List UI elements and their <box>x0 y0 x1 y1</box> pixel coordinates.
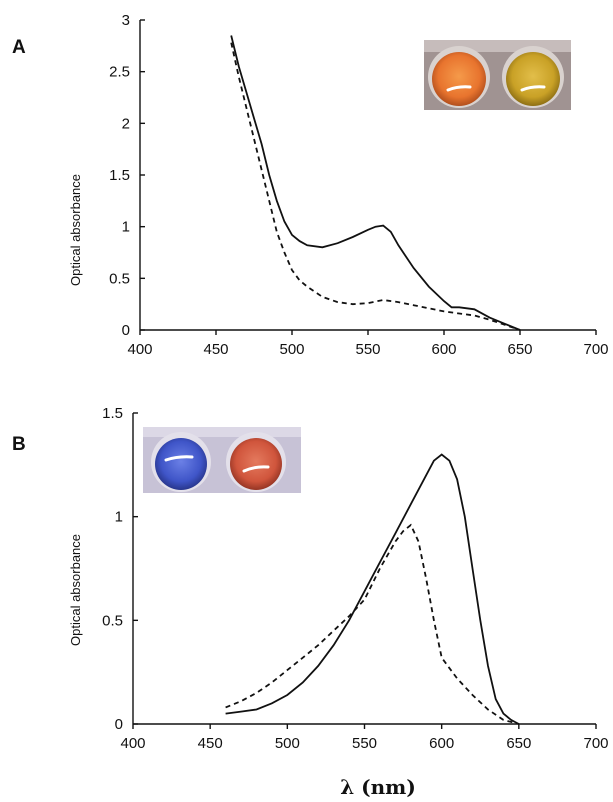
panel-a-y-tick-label: 2 <box>122 115 130 132</box>
panel-b-inset-photo <box>143 427 301 493</box>
well-orange <box>432 52 486 106</box>
panel-b-x-tick-label: 650 <box>506 735 531 752</box>
panel-b-plot <box>225 453 520 725</box>
panel-a-x-tick-label: 500 <box>279 341 304 358</box>
panel-b-x-tick-label: 700 <box>583 735 608 752</box>
inset-photo-b-rim <box>143 427 301 437</box>
panel-a-axes: 0 0.5 1 1.5 2 2.5 3 400 450 500 550 600 650 700 <box>109 12 608 358</box>
panel-a-dashed-series-line <box>230 42 521 331</box>
panel-a-plot <box>230 35 521 331</box>
panel-b-x-tick-label: 600 <box>429 735 454 752</box>
panel-a-y-tick-label: 0.5 <box>109 270 130 287</box>
panel-a-letter: A <box>12 37 26 58</box>
well-red-glare <box>242 465 270 473</box>
panel-a-y-tick-label: 3 <box>122 12 130 29</box>
panel-a-y-tick-label: 0 <box>122 322 130 339</box>
panel-a-x-tick-label: 450 <box>203 341 228 358</box>
panel-a-y-tick-label: 1.5 <box>109 167 130 184</box>
well-blue-glare <box>164 455 194 462</box>
panel-b-x-tick-label: 500 <box>275 735 300 752</box>
panel-a-x-tick-label: 600 <box>431 341 456 358</box>
panel-b-y-tick-label: 1 <box>115 509 123 526</box>
x-axis-label: λ (nm) <box>340 775 416 799</box>
panel-a-x-tick-label: 400 <box>127 341 152 358</box>
panel-b-y-axis-label: Optical absorbance <box>68 534 83 646</box>
panel-b-x-tick-label: 550 <box>352 735 377 752</box>
panel-a-y-tick-label: 2.5 <box>109 64 130 81</box>
panel-a-y-tick-label: 1 <box>122 219 130 236</box>
panel-a-x-tick-label: 650 <box>507 341 532 358</box>
panel-b-solid-series-line <box>225 453 520 725</box>
well-blue <box>155 438 207 490</box>
panel-b-dashed-series-line <box>225 523 520 725</box>
well-orange-glare <box>446 85 472 92</box>
panel-b-x-tick-label: 400 <box>120 735 145 752</box>
panel-b-letter: B <box>12 434 26 455</box>
panel-b-x-tick-label: 450 <box>198 735 223 752</box>
panel-b-y-tick-label: 0.5 <box>102 612 123 629</box>
panel-b: B Optical absorbance 0 0.5 1 1.5 400 450 500 55… <box>12 405 609 752</box>
panel-a: A Optical absorbance 0 0.5 1 1.5 2 2.5 3 400 450… <box>12 12 609 358</box>
panel-a-x-tick-label: 700 <box>583 341 608 358</box>
panel-a-solid-series-line <box>230 35 521 331</box>
panel-a-y-axis-label: Optical absorbance <box>68 174 83 286</box>
panel-b-axes: 0 0.5 1 1.5 400 450 500 550 600 650 700 <box>102 405 608 752</box>
well-amber-glare <box>520 85 546 92</box>
panel-b-y-tick-label: 0 <box>115 716 123 733</box>
well-red <box>230 438 282 490</box>
well-amber <box>506 52 560 106</box>
panel-b-y-tick-label: 1.5 <box>102 405 123 422</box>
panel-a-x-tick-label: 550 <box>355 341 380 358</box>
panel-a-inset-photo <box>424 40 571 110</box>
